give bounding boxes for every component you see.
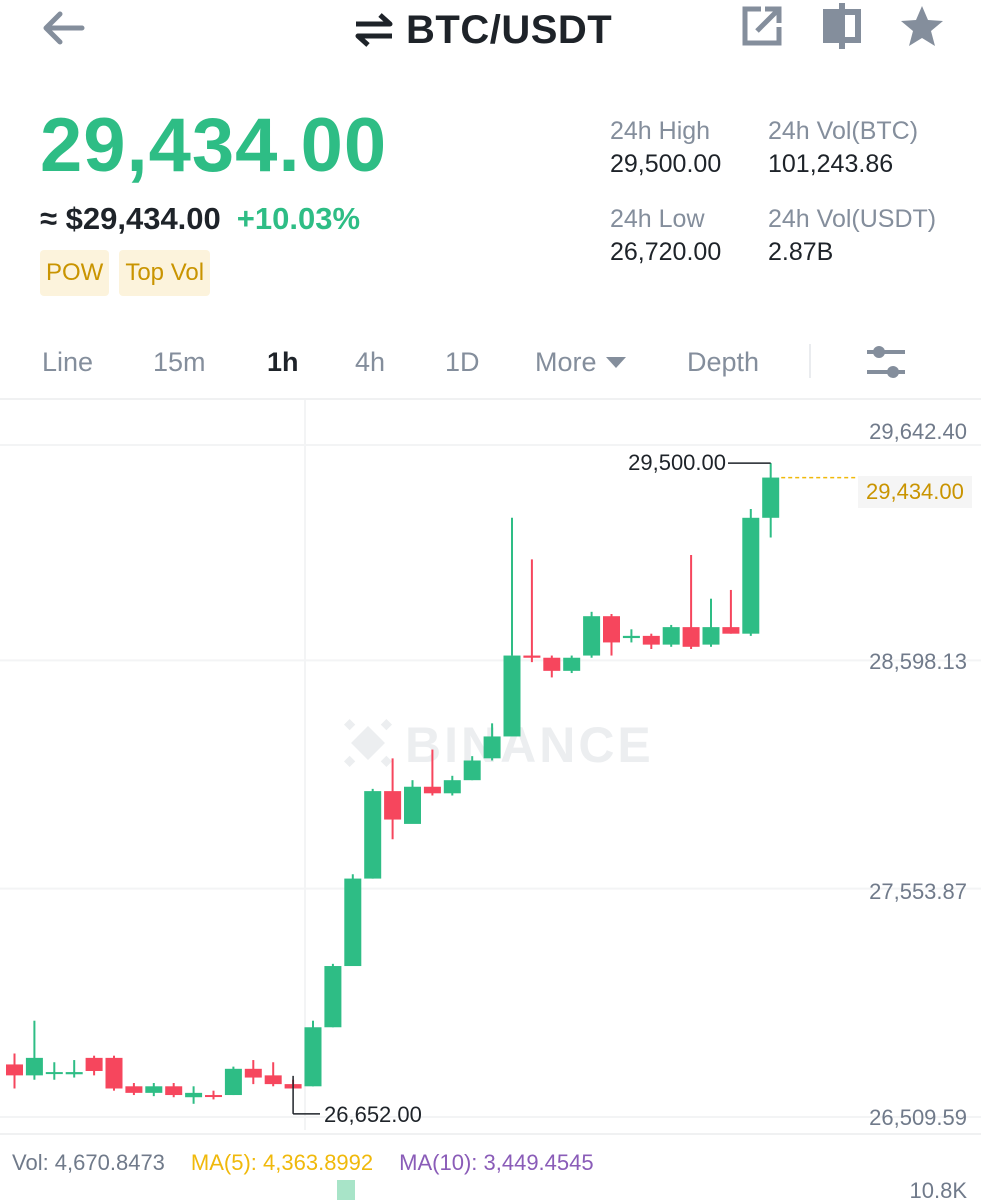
candle-body [404,786,421,824]
tab-line[interactable]: Line [42,347,94,377]
volume-axis-label: 10.8K [909,1178,968,1200]
volume-divider [0,1133,981,1135]
top-bar: BTC/USDT [0,0,981,62]
sliders-icon [867,346,905,378]
candle-body [583,616,601,656]
candle-body [742,517,760,634]
candle-body [125,1086,143,1093]
tab-1d[interactable]: 1D [445,347,480,377]
candle-body [185,1092,203,1098]
caret-down-icon [605,357,626,368]
low-label: 24h Low [610,205,705,233]
candle-body [603,616,620,643]
candle-body [145,1086,163,1093]
high-value: 29,500.00 [610,150,722,178]
split-view-icon [823,3,861,49]
candle-body [264,1075,282,1085]
arrow-left-icon [43,11,85,45]
favorite-button[interactable] [899,2,945,50]
vol-btc-label: 24h Vol(BTC) [768,117,919,145]
min-price-label: 26,652.00 [324,1102,422,1127]
candle-body [165,1086,183,1096]
candle-body [45,1072,63,1075]
tab-1h[interactable]: 1h [267,347,299,377]
candle-body [622,635,640,639]
candle-body [423,786,441,794]
stats-panel: 24h High 29,500.00 24h Vol(BTC) 101,243.… [610,115,978,269]
chart-settings-button[interactable] [862,338,910,386]
candlestick-chart[interactable]: BINANCE 29,500.00 26,652.00 29,642.40 28,… [0,400,981,1130]
binance-logo-watermark [343,718,393,768]
tag-top-vol[interactable]: Top Vol [119,250,211,296]
swap-arrows-icon [355,13,393,47]
candle-body [702,627,720,645]
candle-body [324,966,342,1028]
candle-body [543,657,561,671]
y-tick-label: 29,642.40 [869,419,967,444]
tab-depth[interactable]: Depth [687,347,760,377]
y-tick-label: 28,598.13 [869,649,967,674]
candle-body [65,1072,83,1075]
tab-more-label: More [535,347,597,377]
vol-btc-value: 101,243.86 [768,150,894,178]
share-button[interactable] [739,2,785,50]
candle-body [563,657,581,671]
change-percent: +10.03% [236,201,361,236]
y-tick-label: 27,553.87 [869,879,967,904]
y-tick-label: 26,509.59 [869,1105,967,1130]
back-button[interactable] [34,6,90,50]
last-price-tag: 29,434.00 [858,476,972,508]
tab-15m[interactable]: 15m [153,347,206,377]
candle-body [463,760,481,781]
tabs-divider [0,398,981,400]
vol-usdt-value: 2.87B [768,238,834,266]
watermark-text: BINANCE [405,717,654,773]
tag-pow[interactable]: POW [40,250,110,296]
candle-body [384,791,402,820]
tab-4h[interactable]: 4h [355,347,386,377]
candle-body [503,655,521,737]
tab-separator [809,344,811,378]
volume-value: Vol: 4,670.8473 [12,1150,165,1175]
candle-body [662,627,680,645]
candle-body [85,1057,103,1071]
candle-body [642,635,660,645]
candle-body [682,627,700,647]
candle-body [364,791,382,879]
volume-ma5: MA(5): 4,363.8992 [190,1150,374,1175]
last-price: 29,434.00 [40,103,388,188]
interval-tabs: Line 15m 1h 4h 1D More Depth [0,336,981,392]
max-price-label: 29,500.00 [628,450,726,475]
tab-more[interactable]: More [535,342,627,382]
candle-body [6,1064,23,1076]
candle-body [25,1057,43,1076]
pair-switcher[interactable]: BTC/USDT [354,6,612,54]
low-value: 26,720.00 [610,238,722,266]
vol-usdt-label: 24h Vol(USDT) [768,205,937,233]
star-icon [901,6,943,46]
volume-ma10: MA(10): 3,449.4545 [399,1150,594,1175]
candle-body [304,1027,322,1087]
candle-body [443,780,461,794]
share-icon [742,6,782,46]
candle-body [483,736,501,759]
volume-legend: Vol: 4,670.8473 MA(5): 4,363.8992 MA(10)… [12,1148,594,1178]
candle-body [105,1057,123,1089]
candle-body [344,878,362,967]
candle-body [722,627,740,634]
candle-body [224,1068,242,1096]
pair-title: BTC/USDT [406,7,613,52]
high-label: 24h High [610,117,711,145]
candle-body [205,1095,222,1098]
candle-body [244,1068,262,1078]
chart-canvas: BINANCE 29,500.00 26,652.00 [0,400,981,1130]
fiat-price: ≈ $29,434.00 [40,201,221,236]
split-view-button[interactable] [819,2,865,50]
volume-bar [337,1180,355,1200]
candle-body [762,477,780,518]
candle-body [523,655,541,658]
